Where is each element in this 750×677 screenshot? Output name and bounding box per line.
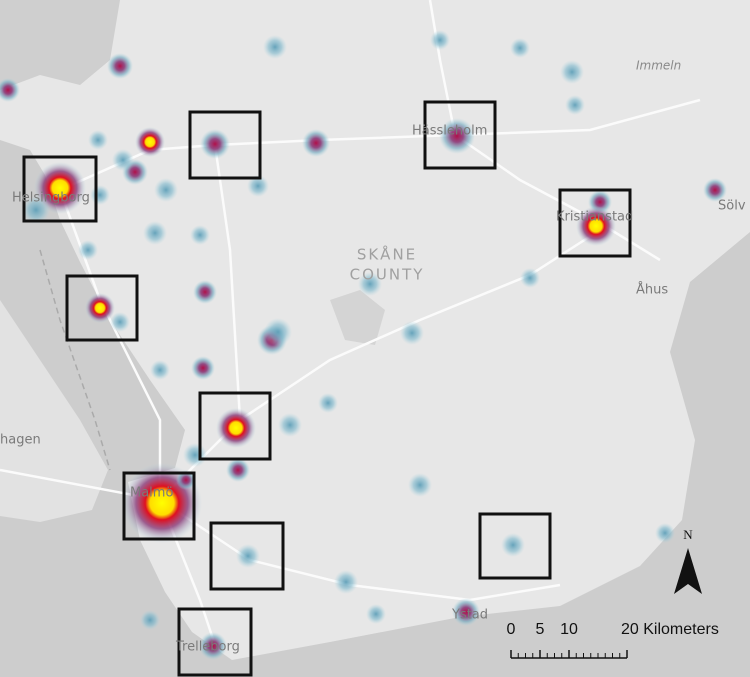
hotspot (408, 473, 432, 497)
denmark-land (0, 300, 108, 522)
hotspot (135, 127, 165, 157)
hotspot (520, 268, 540, 288)
hotspot (318, 393, 338, 413)
hotspot (302, 129, 330, 157)
north-arrow-shape (674, 548, 702, 594)
north-label: N (683, 527, 693, 542)
hotspot (226, 458, 250, 482)
hotspot (655, 523, 675, 543)
scale-label: 0 (507, 621, 516, 638)
hotspot (216, 408, 256, 448)
place-label: Trelleborg (175, 640, 240, 655)
hotspot (200, 129, 230, 159)
hotspot (430, 30, 450, 50)
hotspot (247, 175, 269, 197)
hotspot (199, 632, 227, 660)
study-area-box (65, 274, 139, 342)
hotspot (190, 225, 210, 245)
place-label: Ystad (451, 608, 488, 623)
hotspot (193, 280, 217, 304)
hotspot (88, 130, 108, 150)
study-area-box (558, 188, 632, 258)
hotspot (107, 53, 133, 79)
hotspot (439, 118, 475, 154)
hotspot (263, 35, 287, 59)
scale-label: 20 Kilometers (621, 621, 719, 638)
hotspot (183, 443, 207, 467)
study-area-box (122, 471, 196, 541)
hotspot (510, 38, 530, 58)
lake (330, 290, 385, 345)
place-label: hagen (0, 433, 41, 448)
sea (0, 140, 750, 677)
study-area-box (177, 607, 253, 677)
hotspot (154, 178, 178, 202)
place-label: Åhus (636, 282, 668, 298)
hotspot (366, 604, 386, 624)
hotspot (278, 413, 302, 437)
hotspot (22, 196, 50, 224)
north-arrow: N (674, 527, 702, 594)
boxes (22, 100, 632, 677)
county-label: SKÅNE (357, 245, 417, 264)
place-label: Immeln (636, 59, 681, 73)
scale-label: 5 (536, 621, 545, 638)
labels: Immeln Hässleholm Helsingborg Kristianstad Å… (0, 59, 746, 655)
hotspot (560, 60, 584, 84)
hotspot (576, 206, 616, 246)
hotspot (236, 544, 260, 568)
place-label: Hässleholm (412, 124, 487, 139)
hotspot (334, 570, 358, 594)
hotspot (703, 178, 727, 202)
place-label: Malmö (130, 486, 173, 501)
study-area-box (209, 521, 285, 591)
scale-label: 10 (560, 621, 578, 638)
hotspot (400, 321, 424, 345)
study-area-box (478, 512, 552, 580)
hotspot (143, 221, 167, 245)
hotspot (176, 470, 196, 490)
study-area-box (188, 110, 262, 180)
hotspot (0, 78, 20, 102)
hotspot (452, 598, 480, 626)
hotspot (358, 272, 382, 296)
lake (0, 0, 120, 90)
hotspot (150, 360, 170, 380)
study-area-box (423, 100, 497, 170)
study-area-box (198, 391, 272, 461)
study-area-box (22, 155, 98, 223)
scale-bar: 0 5 10 20 Kilometers (507, 621, 719, 659)
hotspot (501, 533, 525, 557)
hotspot (112, 149, 134, 171)
place-label: Sölv (718, 199, 746, 214)
hotspot (78, 240, 98, 260)
hotspot (85, 293, 115, 323)
hotspot (140, 610, 160, 630)
hotspot (90, 185, 110, 205)
hotspot (565, 95, 585, 115)
hotspot (34, 162, 86, 214)
hotspot (191, 356, 215, 380)
hotspot (110, 312, 130, 332)
county-label: COUNTY (350, 266, 425, 284)
place-label: Helsingborg (12, 191, 90, 206)
border (39, 249, 111, 471)
place-label: Kristianstad (556, 210, 633, 225)
hotspot (264, 318, 292, 346)
